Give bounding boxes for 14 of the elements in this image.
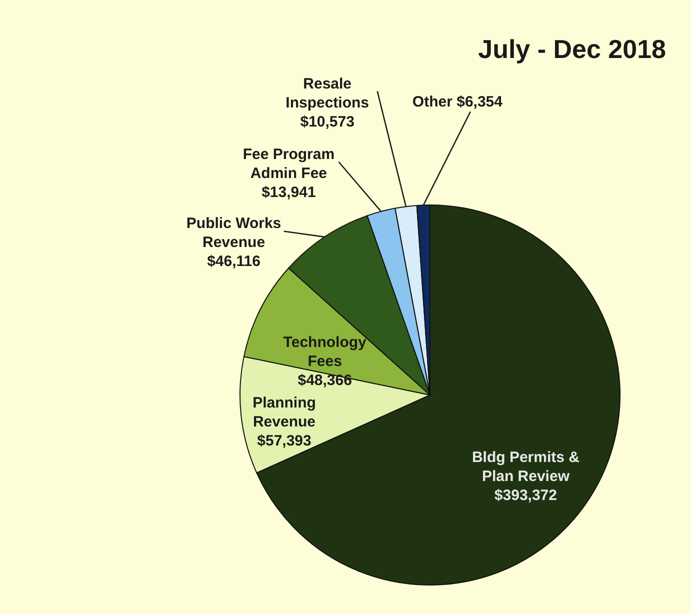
slice-label: Fee Program Admin Fee [242,146,335,182]
slice-label: Technology Fees [283,334,368,370]
data-label: $393,372 [494,486,557,504]
chart-title: July - Dec 2018 [478,34,666,64]
slice-label: Public Works Revenue [186,215,282,252]
data-label: $57,393 [257,432,312,450]
data-label: $48,366 [298,372,352,389]
data-label: $46,116 [207,253,260,270]
slice-label: Other $6,354 [412,94,504,111]
slice-label: Bldg Permits & Plan Review [472,448,580,485]
slice-label: Resale Inspections [286,75,370,112]
slice-label: Planning Revenue [252,394,316,430]
data-label: $10,573 [300,113,354,130]
data-label: $13,941 [262,184,316,201]
